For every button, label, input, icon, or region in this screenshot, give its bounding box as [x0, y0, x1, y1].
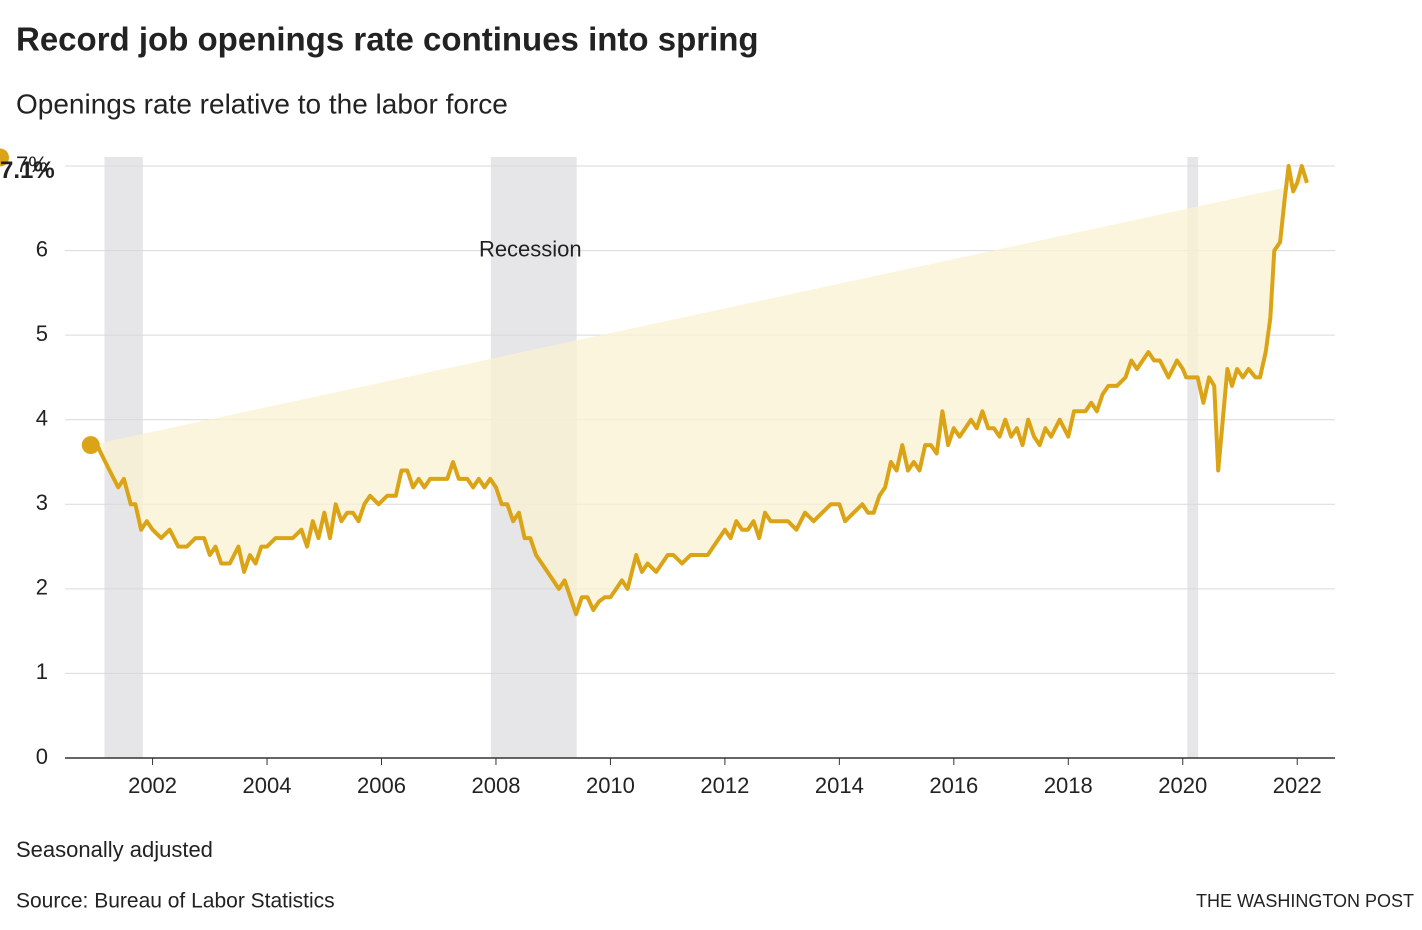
x-tick-label: 2004: [243, 773, 292, 798]
chart-title: Record job openings rate continues into …: [16, 21, 759, 58]
y-tick-label: 0: [36, 744, 48, 769]
x-tick-label: 2010: [586, 773, 635, 798]
y-tick-label: 2: [36, 575, 48, 600]
x-tick-label: 2022: [1273, 773, 1322, 798]
x-tick-label: 2016: [929, 773, 978, 798]
recession-band: [1187, 157, 1199, 758]
note: Seasonally adjusted: [16, 837, 213, 862]
y-tick-label: 7%: [16, 152, 48, 177]
end-marker: [0, 148, 9, 167]
x-tick-label: 2018: [1044, 773, 1093, 798]
chart-subtitle: Openings rate relative to the labor forc…: [16, 88, 508, 119]
recession-label: Recession: [479, 236, 582, 261]
x-tick-label: 2006: [357, 773, 406, 798]
line: [89, 164, 1309, 617]
x-tick-label: 2012: [700, 773, 749, 798]
x-tick-label: 2008: [471, 773, 520, 798]
end-label: 7.1%: [0, 157, 55, 184]
y-tick-label: 6: [36, 236, 48, 261]
y-tick-label: 3: [36, 490, 48, 515]
source: Source: Bureau of Labor Statistics: [16, 890, 335, 913]
area: [90, 166, 1307, 615]
y-tick-label: 5: [36, 321, 48, 346]
x-tick-label: 2002: [128, 773, 177, 798]
end-marker: [81, 436, 100, 455]
y-tick-label: 1: [36, 659, 48, 684]
x-tick-label: 2014: [815, 773, 864, 798]
y-tick-label: 4: [36, 406, 48, 431]
x-tick-label: 2020: [1158, 773, 1207, 798]
credit: THE WASHINGTON POST: [1196, 891, 1414, 911]
